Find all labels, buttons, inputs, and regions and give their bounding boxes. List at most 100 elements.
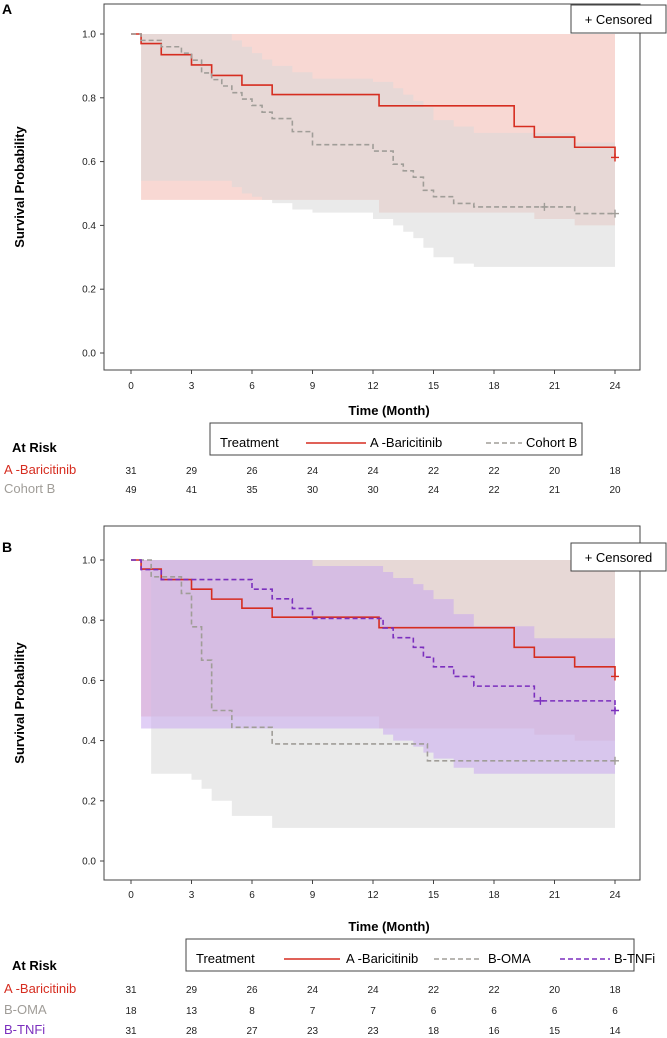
- censor-mark: [611, 153, 619, 162]
- at-risk-value: 20: [549, 466, 561, 477]
- km-panel-b: B 0.0 0.2 0.4 0.6 0.8 1.0 0 3 6 9 12 15 18 21 24 Time (M…: [2, 525, 667, 1037]
- x-tick-label: 0: [128, 381, 134, 392]
- y-tick-label: 1.0: [82, 30, 96, 41]
- y-tick-label: 0.0: [82, 857, 96, 868]
- survival-line-1: [131, 33, 615, 215]
- y-tick-label: 0.4: [82, 221, 96, 232]
- x-tick-label: 24: [609, 381, 621, 392]
- at-risk-value: 24: [428, 485, 440, 496]
- x-tick-label: 6: [249, 381, 255, 392]
- survival-line-0: [131, 559, 616, 677]
- plot-frame: [103, 525, 641, 881]
- at-risk-value: 23: [367, 1026, 379, 1037]
- y-axis-title: Survival Probability: [12, 126, 27, 248]
- censored-legend-box: [570, 4, 667, 34]
- censor-mark: [611, 209, 619, 218]
- at-risk-value: 31: [125, 985, 137, 996]
- x-tick-label: 15: [428, 381, 440, 392]
- at-risk-value: 22: [488, 985, 500, 996]
- at-risk-value: 18: [609, 985, 621, 996]
- x-tick-label: 6: [249, 890, 255, 901]
- x-tick-label: 18: [488, 381, 500, 392]
- x-axis-title: Time (Month): [348, 919, 429, 934]
- at-risk-value: 28: [186, 1026, 198, 1037]
- y-axis-title: Survival Probability: [12, 642, 27, 764]
- at-risk-title: At Risk: [12, 958, 58, 973]
- at-risk-title: At Risk: [12, 440, 58, 455]
- at-risk-value: 18: [609, 466, 621, 477]
- at-risk-value: 27: [246, 1026, 258, 1037]
- y-tick-label: 0.6: [82, 157, 96, 168]
- censor-mark: [611, 672, 619, 681]
- treatment-legend-box: [185, 938, 635, 972]
- censored-legend-box: [570, 542, 667, 572]
- at-risk-value: 22: [428, 466, 440, 477]
- ci-band-2: [131, 560, 615, 774]
- at-risk-value: 35: [246, 485, 258, 496]
- x-tick-label: 15: [428, 890, 440, 901]
- legend-title: Treatment: [220, 435, 279, 450]
- at-risk-value: 6: [612, 1006, 618, 1017]
- y-tick-label: 0.6: [82, 676, 96, 687]
- censor-mark: [611, 756, 619, 765]
- x-tick-label: 0: [128, 890, 134, 901]
- x-axis-title: Time (Month): [348, 403, 429, 418]
- censored-legend-label: + Censored: [585, 12, 653, 27]
- km-panel-a: A 0.0 0.2 0.4 0.6 0.8 1.0 0 3 6 9 12 15 18 21 24 Time (M…: [2, 1, 667, 496]
- censor-mark: [536, 696, 545, 705]
- at-risk-value: 14: [609, 1026, 621, 1037]
- at-risk-row-label: A -Baricitinib: [4, 981, 76, 996]
- panel-label: A: [2, 1, 12, 17]
- at-risk-value: 24: [307, 466, 319, 477]
- x-tick-label: 21: [549, 381, 561, 392]
- x-tick-label: 9: [310, 381, 316, 392]
- treatment-legend-box: [209, 422, 583, 456]
- y-tick-label: 0.0: [82, 349, 96, 360]
- at-risk-value: 8: [249, 1006, 255, 1017]
- at-risk-value: 24: [367, 985, 379, 996]
- x-tick-label: 3: [189, 890, 195, 901]
- x-tick-label: 12: [367, 381, 379, 392]
- at-risk-value: 7: [310, 1006, 316, 1017]
- at-risk-value: 23: [307, 1026, 319, 1037]
- legend-item-label: A -Baricitinib: [370, 435, 442, 450]
- at-risk-value: 15: [549, 1026, 561, 1037]
- at-risk-value: 24: [307, 985, 319, 996]
- at-risk-value: 7: [370, 1006, 376, 1017]
- at-risk-value: 26: [246, 985, 258, 996]
- y-tick-label: 0.8: [82, 93, 96, 104]
- survival-line-2: [131, 559, 616, 711]
- at-risk-row-label: B-OMA: [4, 1002, 47, 1017]
- censor-mark: [611, 706, 619, 715]
- at-risk-value: 22: [488, 466, 500, 477]
- at-risk-value: 20: [609, 485, 621, 496]
- y-tick-label: 0.8: [82, 616, 96, 627]
- survival-line-0: [131, 33, 616, 158]
- survival-line-1: [131, 559, 615, 762]
- y-tick-label: 1.0: [82, 556, 96, 567]
- at-risk-value: 49: [125, 485, 137, 496]
- x-tick-label: 24: [609, 890, 621, 901]
- x-tick-label: 3: [189, 381, 195, 392]
- y-tick-label: 0.4: [82, 736, 96, 747]
- legend-item-label: Cohort B: [526, 435, 577, 450]
- at-risk-value: 6: [431, 1006, 437, 1017]
- at-risk-value: 22: [428, 985, 440, 996]
- at-risk-value: 26: [246, 466, 258, 477]
- censor-mark: [540, 202, 549, 211]
- at-risk-value: 24: [367, 466, 379, 477]
- at-risk-value: 29: [186, 985, 198, 996]
- at-risk-value: 13: [186, 1006, 198, 1017]
- at-risk-row-label: B-TNFi: [4, 1022, 45, 1037]
- at-risk-value: 29: [186, 466, 198, 477]
- at-risk-value: 21: [549, 485, 561, 496]
- at-risk-value: 31: [125, 466, 137, 477]
- x-tick-label: 18: [488, 890, 500, 901]
- at-risk-value: 18: [428, 1026, 440, 1037]
- panel-label: B: [2, 539, 12, 555]
- x-tick-label: 12: [367, 890, 379, 901]
- x-tick-label: 21: [549, 890, 561, 901]
- at-risk-row-label: A -Baricitinib: [4, 462, 76, 477]
- y-tick-label: 0.2: [82, 796, 96, 807]
